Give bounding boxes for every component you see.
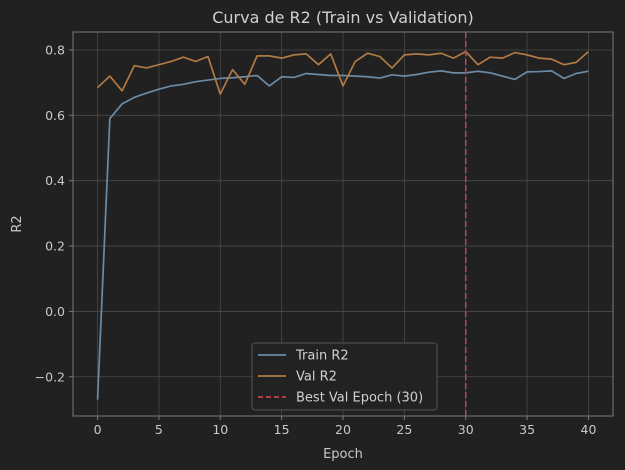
chart-title: Curva de R2 (Train vs Validation) bbox=[212, 8, 474, 27]
series-line-val bbox=[96, 50, 590, 95]
y-ticks: −0.2 0.0 0.2 0.4 0.6 0.8 bbox=[35, 42, 73, 384]
x-tick-label: 40 bbox=[581, 422, 597, 437]
x-tick-label: 15 bbox=[274, 422, 290, 437]
y-tick-label: 0.2 bbox=[45, 239, 65, 254]
x-tick-label: 5 bbox=[155, 422, 163, 437]
y-tick-label: 0.6 bbox=[45, 108, 65, 123]
x-tick-label: 0 bbox=[94, 422, 102, 437]
legend-entry-label: Val R2 bbox=[296, 370, 337, 385]
x-tick-label: 35 bbox=[519, 422, 535, 437]
x-axis-label: Epoch bbox=[323, 447, 363, 462]
legend-box bbox=[251, 342, 438, 411]
series-line-train bbox=[96, 70, 589, 400]
legend-entry-label: Train R2 bbox=[295, 349, 349, 364]
x-tick-label: 10 bbox=[212, 422, 228, 437]
x-tick-label: 30 bbox=[458, 422, 474, 437]
y-axis-label: R2 bbox=[10, 215, 25, 232]
y-tick-label: −0.2 bbox=[35, 369, 65, 384]
x-tick-label: 20 bbox=[335, 422, 351, 437]
x-ticks: 0 5 10 15 20 25 30 35 40 bbox=[94, 416, 597, 437]
legend: Train R2 Val R2 Best Val Epoch (30) bbox=[251, 342, 438, 411]
y-tick-label: 0.8 bbox=[45, 42, 65, 57]
x-tick-label: 25 bbox=[396, 422, 412, 437]
y-tick-label: 0.4 bbox=[45, 173, 65, 188]
legend-entry-label: Best Val Epoch (30) bbox=[296, 391, 423, 406]
y-tick-label: 0.0 bbox=[45, 304, 65, 319]
series-lines bbox=[96, 32, 590, 416]
